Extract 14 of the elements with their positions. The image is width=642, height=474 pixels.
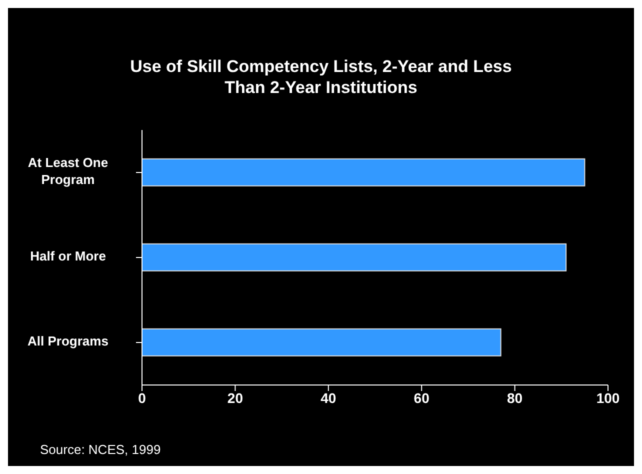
y-tick-label: Half or More [30,248,106,264]
bar [142,243,567,272]
x-tick-label: 100 [596,390,620,406]
bar [142,328,502,356]
source-note: Source: NCES, 1999 [40,442,161,457]
x-tick-label: 40 [320,390,336,406]
x-tick-label: 0 [138,390,146,406]
y-tick-label: All Programs [28,334,108,349]
x-tick-label: 60 [414,390,430,406]
y-tick-label: At Least One Program [28,155,108,188]
bar [142,158,586,186]
x-tick-label: 80 [507,390,523,406]
chart-title: Use of Skill Competency Lists, 2-Year and Less Than 2-Year Institutions [129,56,513,98]
x-tick-label: 20 [227,390,244,406]
